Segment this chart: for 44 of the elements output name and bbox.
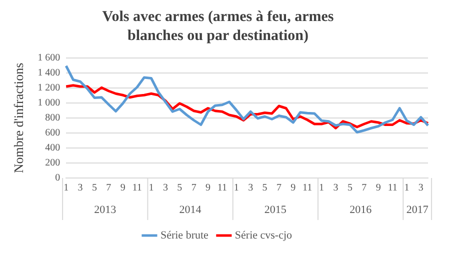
x-tick-label: 1 — [319, 182, 324, 194]
y-tick-label: 400 — [45, 142, 60, 154]
y-tick-label: 800 — [45, 112, 60, 124]
y-tick-label: 1 000 — [38, 98, 60, 109]
x-tick-label: 1 — [234, 182, 239, 194]
legend-label: Série brute — [160, 229, 209, 242]
x-tick-label: 1 — [148, 182, 154, 194]
x-tick-label: 9 — [120, 182, 126, 194]
x-tick-label: 7 — [362, 182, 367, 194]
x-tick-label: 9 — [376, 182, 381, 194]
y-tick-label: 0 — [55, 172, 60, 184]
text: 2013 — [94, 204, 117, 216]
x-tick-label: 3 — [248, 182, 254, 194]
x-tick-label: 11 — [302, 182, 312, 194]
y-tick-label: 600 — [45, 128, 60, 139]
y-tick-label: 1 600 — [38, 52, 60, 64]
x-tick-label: 1 — [404, 182, 410, 194]
text: 2016 — [350, 204, 372, 216]
chart-title: Vols avec armes (armes à feu, armes blanches ou par destination) — [101, 8, 335, 46]
y-tick-label: 1 400 — [38, 68, 60, 79]
y-tick-label: 200 — [45, 158, 60, 169]
x-tick-label: 5 — [177, 182, 182, 194]
text: 2014 — [179, 204, 202, 216]
x-tick-label: 7 — [276, 182, 282, 194]
x-tick-label: 5 — [347, 182, 352, 194]
x-tick-label: 9 — [206, 182, 211, 194]
legend-label: Série cvs-cjo — [234, 229, 293, 242]
x-tick-label: 7 — [106, 182, 112, 194]
text: 2015 — [264, 204, 287, 216]
x-tick-label: 3 — [333, 182, 338, 194]
x-tick-label: 1 — [64, 182, 69, 194]
y-tick-label: 1 200 — [38, 82, 60, 94]
x-tick-label: 11 — [132, 182, 142, 194]
text: 2017 — [406, 204, 429, 216]
x-tick-label: 3 — [418, 182, 424, 194]
x-tick-label: 3 — [78, 182, 83, 194]
x-tick-label: 11 — [388, 182, 398, 194]
x-tick-label: 11 — [217, 182, 228, 194]
x-tick-label: 5 — [262, 182, 268, 194]
x-tick-label: 5 — [92, 182, 97, 194]
y-axis-title: Nombre d'infractions — [11, 62, 26, 174]
x-tick-label: 9 — [290, 182, 296, 194]
x-tick-label: 3 — [162, 182, 168, 194]
x-tick-label: 7 — [191, 182, 196, 194]
